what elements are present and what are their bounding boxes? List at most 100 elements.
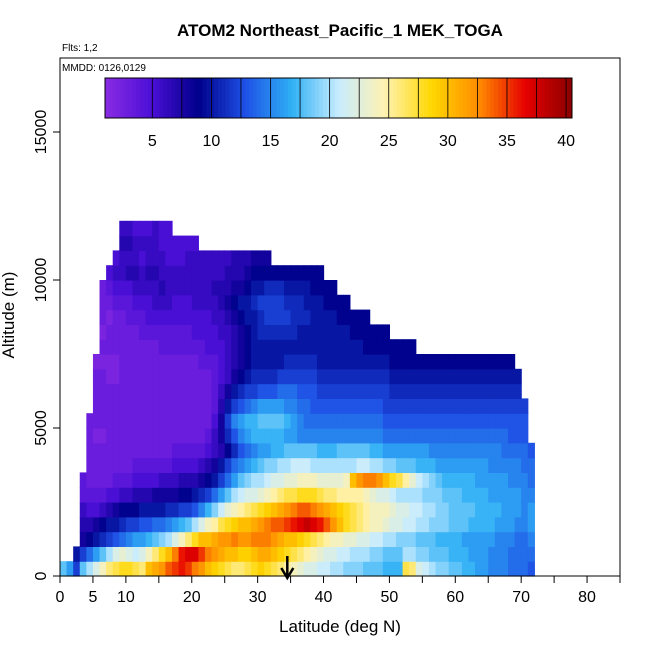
heatmap-cell (415, 398, 423, 414)
heatmap-cell (349, 368, 358, 385)
heatmap-cell (106, 354, 114, 370)
heatmap-cell (132, 502, 140, 518)
heatmap-cell (409, 398, 417, 414)
heatmap-cell (409, 368, 417, 385)
heatmap-cell (461, 546, 470, 562)
heatmap-cell (231, 309, 239, 325)
heatmap-cell (185, 516, 193, 533)
colorbar-swatch (233, 78, 238, 118)
heatmap-cell (323, 398, 331, 414)
heatmap-cell (303, 561, 311, 577)
heatmap-cell (455, 561, 463, 577)
heatmap-cell (316, 413, 325, 429)
heatmap-cell (428, 398, 437, 414)
heatmap-cell (508, 516, 516, 533)
heatmap-cell (290, 324, 298, 340)
heatmap-cell (303, 339, 311, 355)
colorbar-swatch (143, 78, 149, 118)
heatmap-cell (270, 442, 279, 459)
heatmap-cell (316, 457, 325, 473)
heatmap-cell (290, 442, 298, 459)
heatmap-cell (290, 502, 298, 518)
heatmap-cell (244, 250, 252, 266)
heatmap-cell (382, 487, 391, 503)
heatmap-cell (356, 413, 364, 429)
heatmap-cell (132, 294, 140, 311)
heatmap-cell (99, 294, 107, 311)
heatmap-cell (198, 546, 206, 562)
heatmap-cell (336, 383, 344, 399)
heatmap-cell (106, 546, 114, 562)
heatmap-cell (99, 280, 107, 296)
heatmap-cell (508, 472, 516, 488)
heatmap-cell (435, 368, 443, 385)
heatmap-cell (132, 383, 140, 399)
heatmap-cell (106, 280, 114, 296)
heatmap-cell (389, 487, 397, 503)
heatmap-cell (152, 546, 160, 562)
heatmap-cell (224, 413, 232, 429)
heatmap-cell (389, 354, 397, 370)
heatmap-cell (396, 428, 404, 444)
heatmap-cell (310, 457, 318, 473)
plot-frame (59, 57, 621, 577)
heatmap-cell (290, 368, 298, 385)
heatmap-cell (343, 457, 351, 473)
heatmap-cell (336, 561, 344, 577)
heatmap-cell (363, 383, 371, 399)
heatmap-cell (455, 502, 463, 518)
heatmap-cell (158, 413, 167, 429)
heatmap-cell (237, 339, 246, 355)
heatmap-cell (132, 413, 140, 429)
heatmap-cell (376, 502, 384, 518)
heatmap-cell (158, 368, 167, 385)
heatmap-cell (125, 368, 134, 385)
heatmap-cell (152, 516, 160, 533)
heatmap-cell (521, 398, 529, 414)
heatmap-cell (172, 457, 180, 473)
heatmap-cell (396, 457, 404, 473)
heatmap-cell (428, 413, 437, 429)
colorbar-swatch (373, 78, 378, 118)
heatmap-cell (211, 546, 219, 562)
heatmap-cell (442, 487, 450, 503)
heatmap-cell (224, 487, 232, 503)
heatmap-cell (244, 472, 252, 488)
heatmap-cell (145, 368, 153, 385)
heatmap-cell (99, 457, 107, 473)
heatmap-cell (376, 561, 384, 577)
heatmap-cell (224, 398, 232, 414)
heatmap-cell (211, 472, 219, 488)
heatmap-cell (284, 294, 292, 311)
heatmap-cell (106, 265, 114, 281)
heatmap-cell (363, 428, 371, 444)
heatmap-cell (224, 368, 232, 385)
heatmap-cell (185, 294, 193, 311)
heatmap-cell (402, 516, 410, 533)
heatmap-cell (191, 398, 199, 414)
heatmap-cell (185, 531, 193, 547)
heatmap-cell (448, 516, 456, 533)
heatmap-cell (415, 413, 423, 429)
heatmap-cell (349, 457, 358, 473)
heatmap-cell (86, 546, 94, 562)
heatmap-cell (257, 472, 265, 488)
heatmap-cell (270, 294, 279, 311)
heatmap-cell (145, 309, 153, 325)
heatmap-cell (356, 368, 364, 385)
heatmap-cell (303, 531, 311, 547)
heatmap-cell (376, 457, 384, 473)
heatmap-cell (363, 502, 371, 518)
heatmap-cell (501, 546, 509, 562)
heatmap-cell (442, 546, 450, 562)
heatmap-cell (172, 265, 180, 281)
colorbar-tick-label: 40 (557, 133, 575, 150)
heatmap-cell (99, 442, 107, 459)
heatmap-cell (132, 250, 140, 266)
heatmap-cell (402, 561, 410, 577)
heatmap-cell (455, 383, 463, 399)
heatmap-cell (389, 383, 397, 399)
heatmap-cell (369, 561, 377, 577)
heatmap-cell (264, 250, 272, 266)
heatmap-cell (277, 546, 285, 562)
